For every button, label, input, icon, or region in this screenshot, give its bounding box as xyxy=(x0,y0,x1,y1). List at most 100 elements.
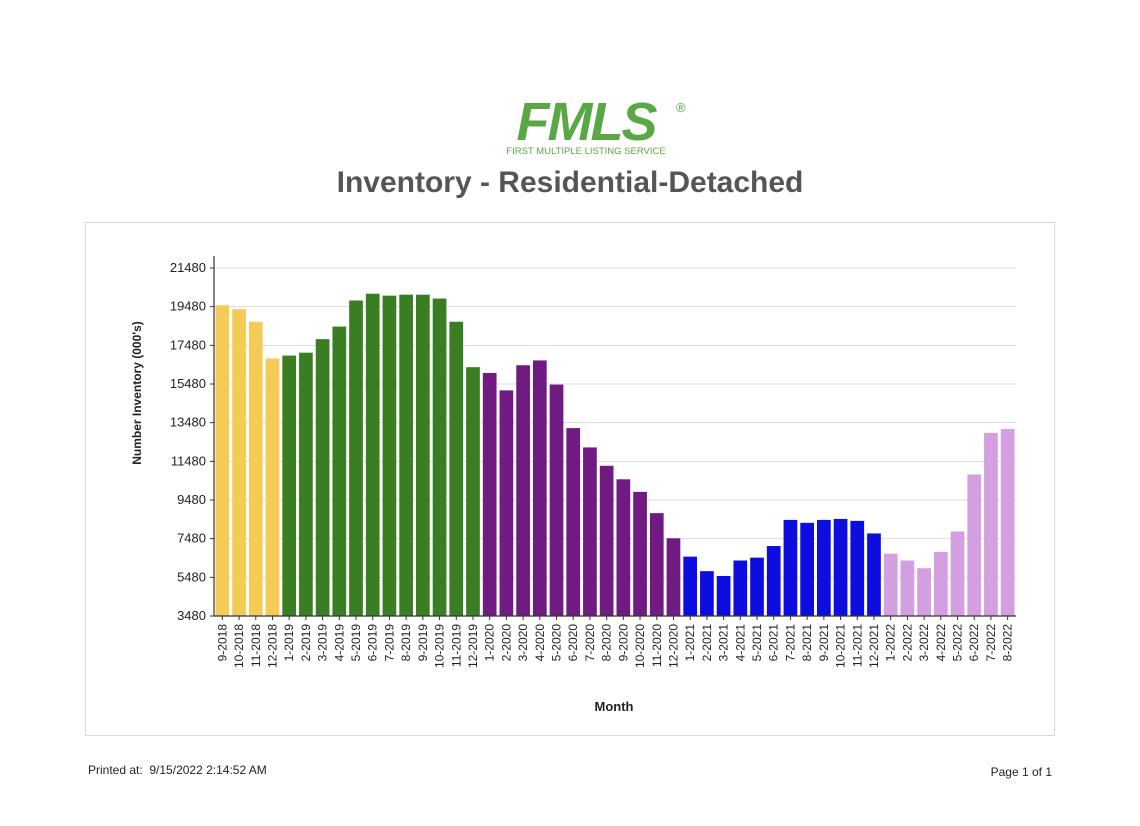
bar-6-2020 xyxy=(566,428,581,616)
bar-9-2019 xyxy=(416,294,430,616)
x-tick-label: 7-2020 xyxy=(583,624,597,662)
x-tick-label: 5-2020 xyxy=(550,624,564,662)
bar-12-2021 xyxy=(867,533,881,616)
bar-8-2021 xyxy=(800,522,814,616)
bar-7-2019 xyxy=(382,295,397,616)
bar-11-2018 xyxy=(248,321,263,616)
x-tick-label: 9-2021 xyxy=(817,624,831,662)
printed-value: 9/15/2022 2:14:52 AM xyxy=(149,763,267,777)
bar-4-2022 xyxy=(933,551,948,616)
inventory-bar-chart: 3480 5480 7480 9480 11480 13480 15480 17480 1948… xyxy=(130,256,1016,714)
bar-7-2022 xyxy=(984,432,998,616)
bar-1-2022 xyxy=(883,553,898,616)
bar-6-2022 xyxy=(967,474,982,616)
x-tick-label: 9-2019 xyxy=(416,624,430,662)
fmls-logo: FMLS ® FIRST MULTIPLE LISTING SERVICE xyxy=(490,92,690,160)
chart-frame: 3480 5480 7480 9480 11480 13480 15480 17480 1948… xyxy=(85,222,1055,736)
y-tick-label: 11480 xyxy=(171,453,206,468)
bar-7-2020 xyxy=(583,447,597,616)
x-tick-label: 5-2021 xyxy=(750,624,764,662)
bar-8-2022 xyxy=(1000,429,1015,616)
logo-brand: FMLS xyxy=(517,92,658,152)
y-tick-label: 7480 xyxy=(177,531,206,546)
x-tick-label: 3-2020 xyxy=(516,624,530,662)
y-tick-label: 17480 xyxy=(170,337,206,352)
bar-11-2020 xyxy=(649,513,664,616)
y-axis-label: Number Inventory (000's) xyxy=(130,321,144,465)
x-tick-label: 10-2020 xyxy=(633,624,647,668)
x-tick-label: 2-2022 xyxy=(900,624,914,662)
bar-10-2021 xyxy=(833,518,848,616)
bar-4-2020 xyxy=(532,360,547,616)
x-tick-label: 8-2022 xyxy=(1001,624,1015,662)
x-tick-label: 11-2020 xyxy=(650,624,664,667)
printed-label: Printed at: xyxy=(88,763,143,777)
x-tick-label: 6-2019 xyxy=(366,624,380,662)
x-tick-label: 8-2021 xyxy=(800,624,814,662)
bar-3-2022 xyxy=(917,568,931,616)
x-tick-label: 1-2021 xyxy=(683,624,697,662)
x-tick-label: 7-2021 xyxy=(783,624,797,662)
y-tick-label: 9480 xyxy=(177,492,206,507)
bar-2-2021 xyxy=(700,571,714,616)
chart-title: Inventory - Residential-Detached xyxy=(336,166,804,199)
x-tick-label: 11-2018 xyxy=(249,624,263,667)
x-tick-label: 5-2022 xyxy=(951,624,965,662)
x-tick-label: 3-2021 xyxy=(717,624,731,662)
bar-9-2021 xyxy=(817,519,831,616)
bar-5-2022 xyxy=(950,531,965,616)
x-tick-label: 8-2019 xyxy=(399,624,413,662)
x-tick-label: 8-2020 xyxy=(600,624,614,662)
x-tick-label: 2-2020 xyxy=(499,624,513,662)
x-tick-label: 12-2020 xyxy=(666,624,680,668)
x-tick-label: 6-2021 xyxy=(767,624,781,662)
bar-4-2019 xyxy=(332,326,347,616)
y-tick-label: 5480 xyxy=(177,569,206,584)
x-tick-label: 10-2018 xyxy=(232,624,246,668)
x-tick-label: 4-2020 xyxy=(533,624,547,662)
bar-3-2021 xyxy=(716,575,731,616)
x-tick-labels: 9-2018 10-2018 11-2018 12-2018 1-2019 2-2019 3… xyxy=(215,616,1015,668)
bar-11-2019 xyxy=(449,321,464,616)
bars xyxy=(215,293,1015,616)
x-tick-label: 4-2019 xyxy=(332,624,346,662)
bar-8-2020 xyxy=(599,465,614,616)
bar-3-2020 xyxy=(516,365,530,616)
bar-4-2021 xyxy=(733,560,748,616)
bar-3-2019 xyxy=(315,339,330,616)
y-tick-label: 3480 xyxy=(177,608,206,623)
y-tick-label: 19480 xyxy=(170,299,206,314)
y-tick-label: 13480 xyxy=(170,415,206,430)
page-number: Page 1 of 1 xyxy=(990,765,1052,779)
x-tick-label: 12-2019 xyxy=(466,624,480,668)
x-tick-label: 1-2019 xyxy=(282,624,296,662)
bar-9-2018 xyxy=(215,305,230,616)
grid-lines xyxy=(210,267,1016,617)
bar-2-2020 xyxy=(499,390,514,616)
x-tick-label: 7-2022 xyxy=(984,624,998,662)
bar-9-2020 xyxy=(616,479,631,616)
bar-5-2020 xyxy=(549,384,564,616)
bar-6-2019 xyxy=(365,293,380,616)
bar-10-2019 xyxy=(432,298,447,616)
x-tick-label: 3-2022 xyxy=(917,624,931,662)
x-tick-label: 9-2018 xyxy=(215,624,229,662)
y-tick-labels: 3480 5480 7480 9480 11480 13480 15480 17480 1948… xyxy=(170,260,206,623)
x-tick-label: 7-2019 xyxy=(382,624,396,662)
axes xyxy=(213,256,1016,617)
logo-tagline: FIRST MULTIPLE LISTING SERVICE xyxy=(506,146,665,157)
x-tick-label: 4-2021 xyxy=(733,624,747,662)
x-tick-label: 4-2022 xyxy=(934,624,948,662)
bar-5-2019 xyxy=(349,300,363,616)
x-tick-label: 1-2022 xyxy=(884,624,898,662)
x-tick-label: 11-2019 xyxy=(449,624,463,667)
y-tick-label: 21480 xyxy=(170,260,206,275)
bar-1-2020 xyxy=(482,372,497,616)
x-tick-label: 6-2020 xyxy=(566,624,580,662)
bar-6-2021 xyxy=(766,546,781,616)
x-tick-label: 1-2020 xyxy=(483,624,497,662)
x-axis-label: Month xyxy=(595,699,634,714)
bar-12-2019 xyxy=(466,367,480,616)
logo-registered-mark: ® xyxy=(676,100,686,115)
bar-1-2021 xyxy=(683,556,698,616)
